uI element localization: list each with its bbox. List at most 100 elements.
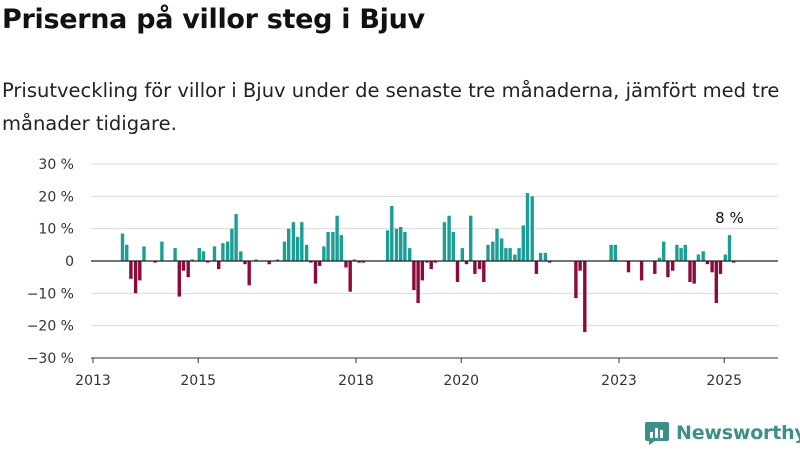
- bar: [326, 231, 330, 261]
- bar: [138, 261, 142, 281]
- bar: [133, 261, 138, 294]
- bar: [683, 244, 687, 261]
- bar: [701, 251, 705, 261]
- bar: [234, 214, 238, 261]
- x-tick-label: 2025: [706, 373, 742, 389]
- bar: [460, 248, 464, 261]
- bar: [710, 261, 714, 273]
- bar: [469, 215, 473, 261]
- bar: [451, 231, 455, 261]
- bar: [688, 261, 692, 282]
- bar: [534, 261, 539, 274]
- bar: [335, 215, 339, 261]
- bar: [412, 261, 416, 291]
- y-tick-label: −20 %: [27, 319, 74, 335]
- x-tick-label: 2020: [443, 373, 479, 389]
- x-tick-label: 2018: [338, 373, 374, 389]
- bar: [692, 261, 696, 284]
- bar: [318, 261, 322, 266]
- bar: [732, 261, 736, 263]
- bar: [491, 241, 495, 261]
- bar: [420, 261, 424, 281]
- bar: [666, 261, 670, 278]
- bar: [653, 261, 657, 274]
- bar: [357, 261, 361, 263]
- bar: [718, 261, 723, 274]
- bar: [727, 235, 732, 261]
- bar: [442, 222, 447, 261]
- bar: [282, 241, 287, 261]
- bar: [547, 261, 552, 263]
- bar: [361, 261, 366, 263]
- bar: [129, 261, 133, 279]
- bar: [186, 261, 190, 278]
- bar: [486, 244, 490, 261]
- x-axis: 2013 2015 2018 2020 2023 2025: [75, 357, 778, 389]
- x-tick-label: 2015: [180, 373, 216, 389]
- bar: [217, 261, 221, 270]
- bar: [206, 261, 210, 263]
- bar: [662, 241, 666, 261]
- bar: [679, 248, 683, 261]
- bar: [153, 261, 157, 263]
- bar: [125, 244, 129, 261]
- y-tick-label: 30 %: [38, 157, 74, 173]
- bar: [352, 259, 357, 261]
- bar: [309, 261, 313, 263]
- bar: [626, 261, 631, 273]
- bar: [705, 261, 710, 265]
- bar: [177, 261, 181, 297]
- bar: [304, 244, 309, 261]
- bar: [173, 248, 177, 261]
- bar: [543, 252, 548, 261]
- bar: [657, 257, 662, 261]
- bar: [243, 261, 247, 265]
- bar: [578, 261, 582, 271]
- newsworthy-logo-icon: [645, 422, 669, 445]
- bar: [455, 261, 460, 282]
- chart-subtitle: Prisutveckling för villor i Bjuv under d…: [2, 79, 780, 135]
- bar: [525, 193, 530, 261]
- bar: [500, 238, 504, 261]
- bar: [390, 206, 394, 261]
- bar: [160, 241, 164, 261]
- bar: [267, 261, 271, 265]
- bar: [295, 236, 300, 262]
- bar: [212, 246, 217, 261]
- bar: [482, 261, 486, 282]
- bars: [120, 193, 736, 333]
- bar: [723, 254, 727, 261]
- bar: [513, 254, 517, 261]
- bar: [385, 230, 390, 261]
- bar: [613, 244, 617, 261]
- bar: [181, 261, 186, 271]
- bar: [142, 246, 146, 261]
- bar: [416, 261, 420, 303]
- bar: [348, 261, 352, 292]
- bar: [322, 246, 326, 261]
- bar: [538, 252, 543, 261]
- bar: [521, 225, 525, 261]
- bar: [403, 231, 407, 261]
- brand-name: Newsworthy: [676, 422, 800, 444]
- bar: [425, 261, 429, 263]
- bar: [287, 228, 291, 261]
- bar: [197, 248, 201, 261]
- bar: [583, 261, 587, 333]
- bar: [221, 243, 225, 261]
- y-axis-ticks: 30 % 20 % 10 % 0 −10 % −20 % −30 %: [27, 157, 74, 367]
- bar: [639, 261, 644, 281]
- bar: [504, 248, 508, 261]
- bar: [331, 231, 335, 261]
- bar: [344, 261, 348, 268]
- bar: [574, 261, 578, 299]
- bar: [394, 228, 399, 261]
- x-tick-label: 2013: [75, 373, 111, 389]
- chart-title: Priserna på villor steg i Bjuv: [2, 4, 425, 35]
- bar: [609, 244, 613, 261]
- bar: [226, 241, 230, 261]
- bar: [714, 261, 718, 303]
- bar: [671, 261, 675, 271]
- bar: [201, 251, 206, 261]
